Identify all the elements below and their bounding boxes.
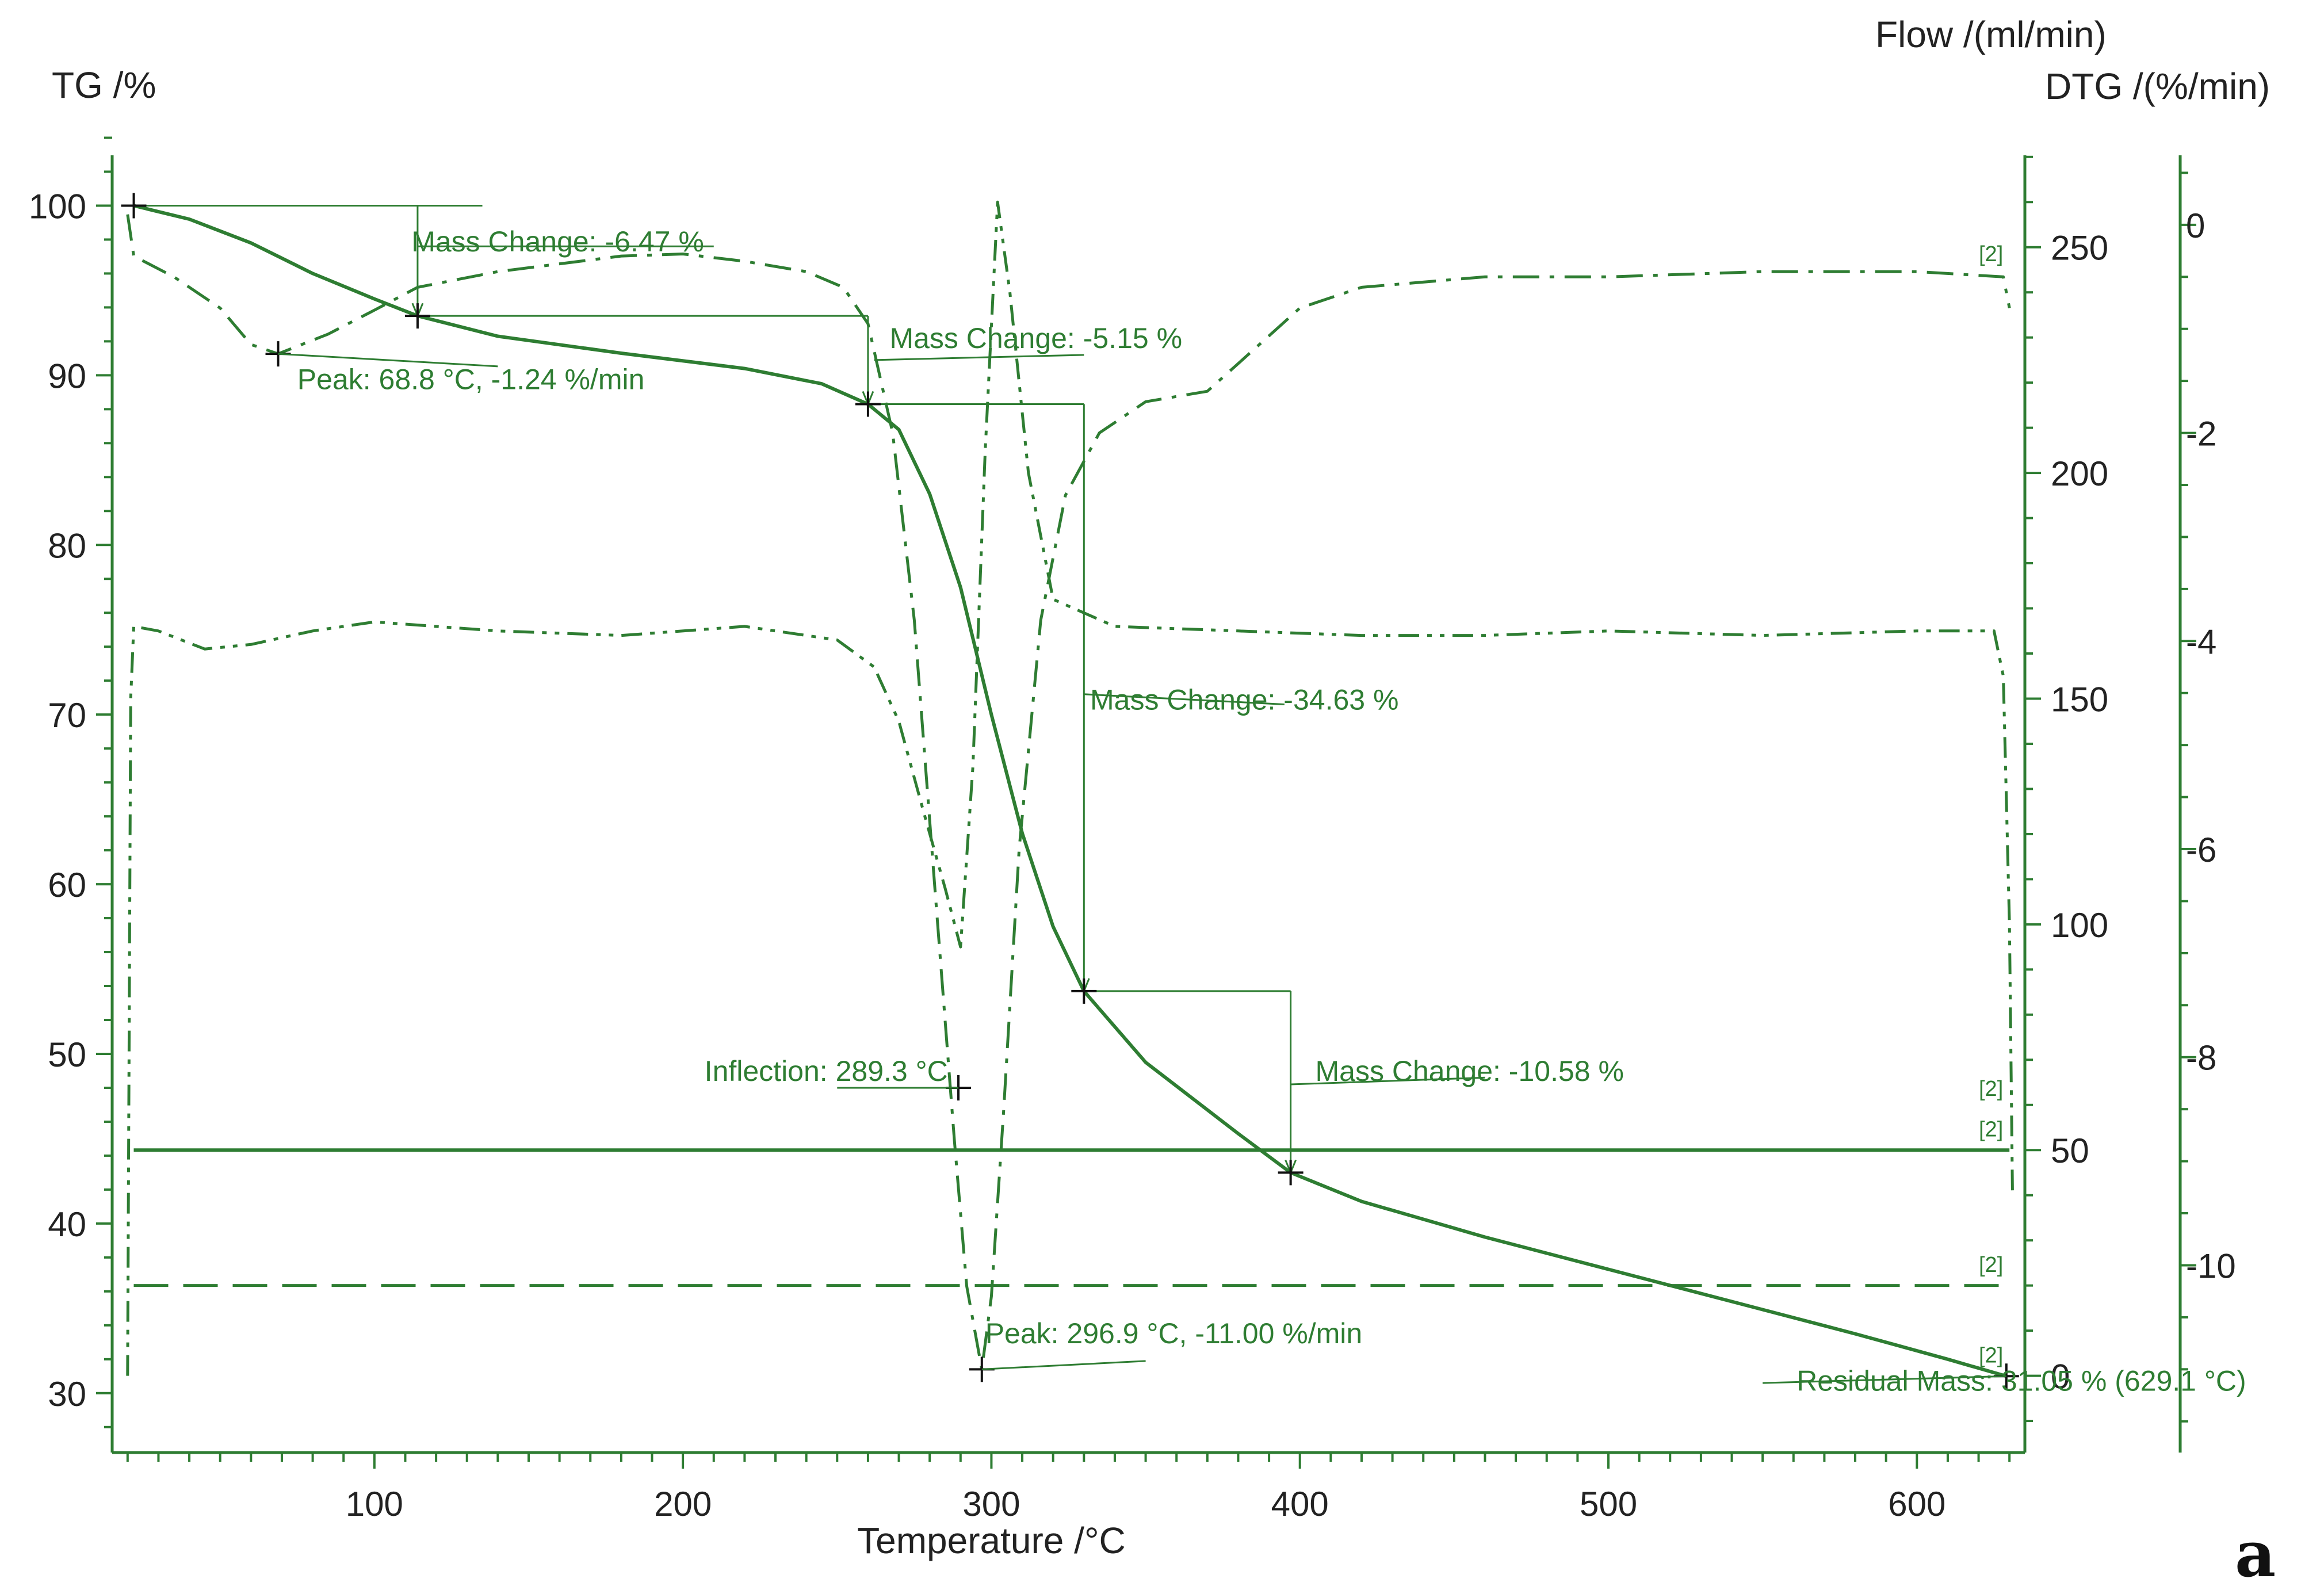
mass-change-4-label: Mass Change: -10.58 % <box>1316 1055 1624 1087</box>
mass-change-3-label: Mass Change: -34.63 % <box>1090 683 1398 716</box>
dtg-tick-label: -8 <box>2186 1039 2216 1077</box>
dtg-tick-label: 0 <box>2186 207 2205 245</box>
tg-curve <box>133 204 2007 1378</box>
residual-leader <box>1763 1375 2006 1384</box>
series-marker: [2] <box>1979 1253 2003 1277</box>
flow-curve <box>126 200 2014 1376</box>
dtg-tick-label: -6 <box>2186 831 2216 869</box>
tg-tick-label: 40 <box>48 1205 86 1244</box>
tg-axis-label: TG /% <box>52 64 156 106</box>
x-axis-label: Temperature /°C <box>857 1520 1126 1561</box>
panel-label: a <box>2235 1517 2276 1586</box>
tg-tick-label: 80 <box>48 526 86 565</box>
residual-mass-label: Residual Mass: 31.05 % (629.1 °C) <box>1796 1365 2246 1397</box>
mass-change-3-leader <box>1084 693 1285 705</box>
tg-tick-label: 50 <box>48 1035 86 1074</box>
mass-change-1-end-marker <box>404 303 430 329</box>
series-marker: [2] <box>1979 1118 2003 1142</box>
x-tick-label: 400 <box>1271 1485 1329 1523</box>
x-tick-label: 100 <box>346 1485 403 1523</box>
inflection-label: Inflection: 289.3 °C <box>705 1055 948 1087</box>
flow-axis-label: Flow /(ml/min) <box>1875 14 2107 55</box>
tg-start-marker <box>121 193 147 219</box>
dtg-axis-label: DTG /(%/min) <box>2045 66 2270 107</box>
mass-change-2-label: Mass Change: -5.15 % <box>889 322 1182 354</box>
flow-tick-label: 100 <box>2051 906 2108 945</box>
dtg-tick-label: -2 <box>2186 415 2216 453</box>
x-tick-label: 300 <box>962 1485 1020 1523</box>
flow-tick-label: 50 <box>2051 1132 2089 1170</box>
tg-tick-label: 60 <box>48 866 86 904</box>
x-tick-label: 200 <box>654 1485 712 1523</box>
dtg-tick-label: -4 <box>2186 622 2216 661</box>
series-marker: [2] <box>1979 1344 2003 1368</box>
peak-2-label: Peak: 296.9 °C, -11.00 %/min <box>985 1317 1363 1350</box>
mass-change-3-end-marker <box>1071 978 1097 1004</box>
dtg-tick-label: -10 <box>2186 1247 2236 1285</box>
mass-change-2-end-marker <box>855 391 881 417</box>
mass-change-4-leader <box>1290 1076 1485 1086</box>
tg-tick-label: 70 <box>48 696 86 735</box>
dtg-curve <box>126 214 2011 1371</box>
peak-1-label: Peak: 68.8 °C, -1.24 %/min <box>297 364 645 396</box>
flow-tick-label: 0 <box>2051 1358 2070 1396</box>
mass-change-4-end-marker <box>1278 1160 1304 1186</box>
series-marker: [2] <box>1979 242 2003 266</box>
x-tick-label: 600 <box>1888 1485 1945 1523</box>
series-marker: [2] <box>1979 1077 2003 1101</box>
peak-2-leader <box>981 1360 1146 1370</box>
flow-tick-label: 150 <box>2051 680 2108 719</box>
mass-change-1-label: Mass Change: -6.47 % <box>411 226 704 258</box>
flow-tick-label: 200 <box>2051 454 2108 493</box>
peak-1-leader <box>278 353 498 368</box>
tg-tick-label: 100 <box>29 187 86 226</box>
mass-change-2-leader <box>874 354 1084 361</box>
tg-tick-label: 90 <box>48 357 86 395</box>
tg-tick-label: 30 <box>48 1375 86 1413</box>
flow-tick-label: 250 <box>2051 229 2108 267</box>
x-tick-label: 500 <box>1580 1485 1637 1523</box>
